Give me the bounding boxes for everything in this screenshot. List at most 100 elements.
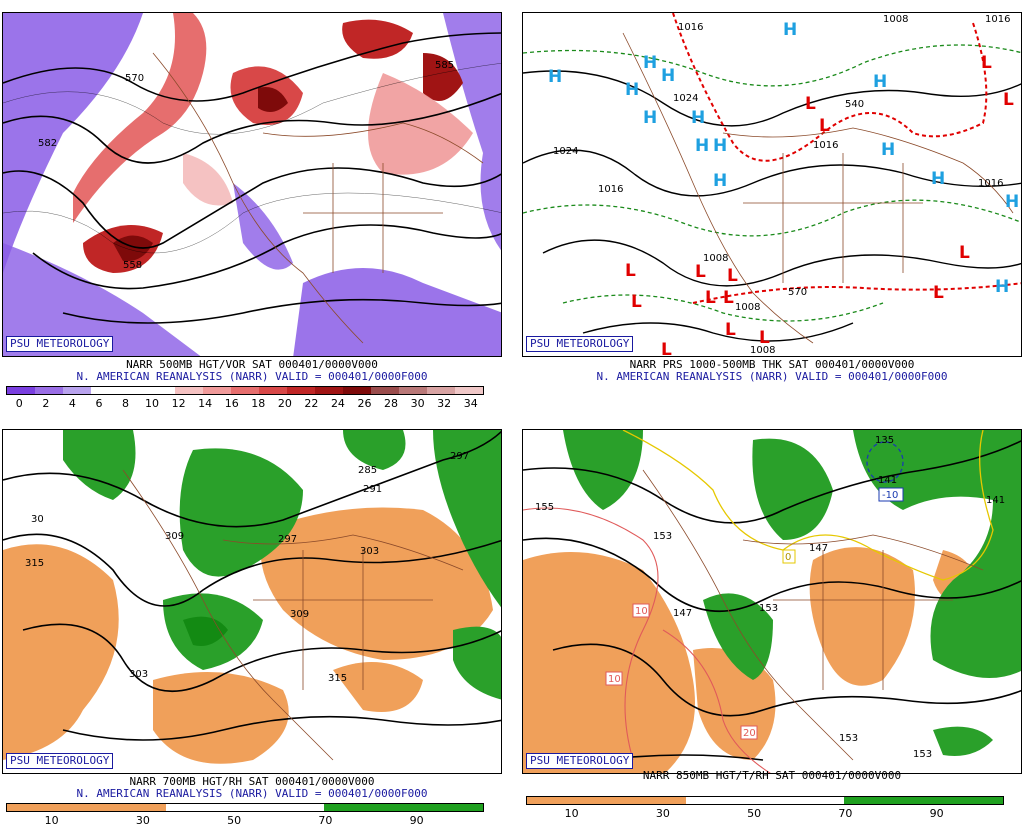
colorbar-tick-label: 90 [409,814,424,827]
map-title: NARR 500MB HGT/VOR SAT 000401/0000V000 [126,358,378,371]
contour-label: 303 [360,546,379,557]
high-pressure-marker: H [873,72,887,92]
map-850mb-rh: 135 141 155 153 147 153 147 153 153 141 … [522,429,1022,774]
contour-label: 297 [278,534,297,545]
colorbar-tick-label: 0 [15,397,23,410]
high-pressure-marker: H [661,66,675,86]
contour-label: 1008 [750,345,775,356]
contour-label: 1016 [985,14,1010,25]
psu-meteorology-badge: PSU METEOROLOGY [6,336,114,352]
contour-label: 147 [809,543,828,554]
colorbar-swatch [343,387,371,394]
contour-label: 315 [25,558,44,569]
colorbar-tick-label: 20 [277,397,292,410]
high-pressure-marker: H [691,108,705,128]
colorbar-tick-label: 2 [42,397,50,410]
colorbar-swatch [175,387,203,394]
colorbar-swatch [443,804,484,811]
contour-label: 153 [913,749,932,760]
colorbar-swatch [606,797,647,804]
contour-label: 1016 [598,184,623,195]
low-pressure-marker: L [625,261,636,281]
low-pressure-marker: L [661,340,672,357]
high-pressure-marker: H [1005,192,1019,212]
colorbar-swatch [371,387,399,394]
colorbar-swatch [86,804,127,811]
contour-label: 1016 [678,22,703,33]
colorbar-swatch [324,804,365,811]
colorbar-tick-label: 10 [145,397,160,410]
contour-label: 1016 [978,178,1003,189]
high-pressure-marker: H [931,169,945,189]
psu-meteorology-badge: PSU METEOROLOGY [526,336,634,352]
contour-label: 153 [759,603,778,614]
colorbar-tick-label: 22 [304,397,319,410]
low-pressure-marker: L [1003,90,1014,110]
colorbar-swatch [7,804,47,811]
contour-label: 1024 [673,93,698,104]
map-title: NARR PRS 1000-500MB THK SAT 000401/0000V… [629,358,915,371]
colorbar-swatch [165,804,206,811]
temp-label-box: 20 [740,725,758,740]
colorbar-tick-label: 50 [747,807,762,820]
low-pressure-marker: L [933,283,944,303]
map-subtitle: N. AMERICAN REANALYSIS (NARR) VALID = 00… [76,787,428,800]
temp-label: 20 [743,728,756,739]
colorbar-swatch [364,804,404,811]
low-pressure-marker: L [727,266,738,286]
colorbar-swatch [287,387,315,394]
contour-label: 303 [129,669,148,680]
colorbar-swatch [725,797,766,804]
colorbar-swatch [315,387,343,394]
colorbar-swatch [844,797,885,804]
colorbar-swatch [804,797,845,804]
colorbar-swatch [119,387,147,394]
map-700mb-rh: 285 291 297 30 309 315 303 309 303 315 2… [2,429,502,774]
contour-label: 297 [450,451,469,462]
panel-pressure-thickness: 1016 1008 1024 1024 1016 1016 1008 1008 … [522,12,1022,406]
contour-label: 570 [788,287,807,298]
high-pressure-marker: H [695,136,709,156]
temp-label: 10 [608,674,621,685]
contour-label: 153 [653,531,672,542]
low-pressure-marker: L [959,243,970,263]
colorbar-swatch [203,387,231,394]
colorbar-swatch [403,804,444,811]
high-pressure-marker: H [995,277,1009,297]
low-pressure-marker: L [805,94,816,114]
colorbar-swatch [527,797,567,804]
colorbar-tick-label: 24 [330,397,345,410]
temp-label: -10 [882,490,898,501]
contour-label: 1024 [553,146,578,157]
panel-700mb-rh: 285 291 297 30 309 315 303 309 303 315 2… [2,429,502,827]
colorbar-swatch [205,804,246,811]
colorbar-tick-label: 6 [95,397,103,410]
colorbar-tick-label: 10 [564,807,579,820]
contour-label: 1008 [703,253,728,264]
colorbar-tick-label: 4 [68,397,76,410]
panel-500mb-vorticity: 570 582 558 585 PSU METEOROLOGY NARR 500… [2,12,502,410]
contour-label: 155 [535,502,554,513]
colorbar-swatch [46,804,87,811]
colorbar-swatch [63,387,91,394]
colorbar-swatch [685,797,726,804]
contour-label: 570 [125,73,144,84]
psu-meteorology-badge: PSU METEOROLOGY [6,753,114,769]
colorbar-tick-label: 14 [198,397,213,410]
contour-label: 315 [328,673,347,684]
colorbar-tick-label: 10 [44,814,59,827]
colorbar-swatch [765,797,805,804]
temp-label-box: -10 [878,487,904,502]
colorbar-swatch [259,387,287,394]
contour-label: 141 [986,495,1005,506]
colorbar-swatch [7,387,35,394]
high-pressure-marker: H [713,171,727,191]
contour-label: 309 [290,609,309,620]
panel-850mb-rh-temp: 135 141 155 153 147 153 147 153 153 141 … [522,429,1022,823]
colorbar-labels: 10 30 50 70 90 [526,808,1004,820]
map-vorticity: 570 582 558 585 [2,12,502,357]
low-pressure-marker: L [819,116,830,136]
colorbar-tick-label: 32 [437,397,452,410]
colorbar-tick-label: 30 [655,807,670,820]
colorbar-tick-label: 26 [357,397,372,410]
